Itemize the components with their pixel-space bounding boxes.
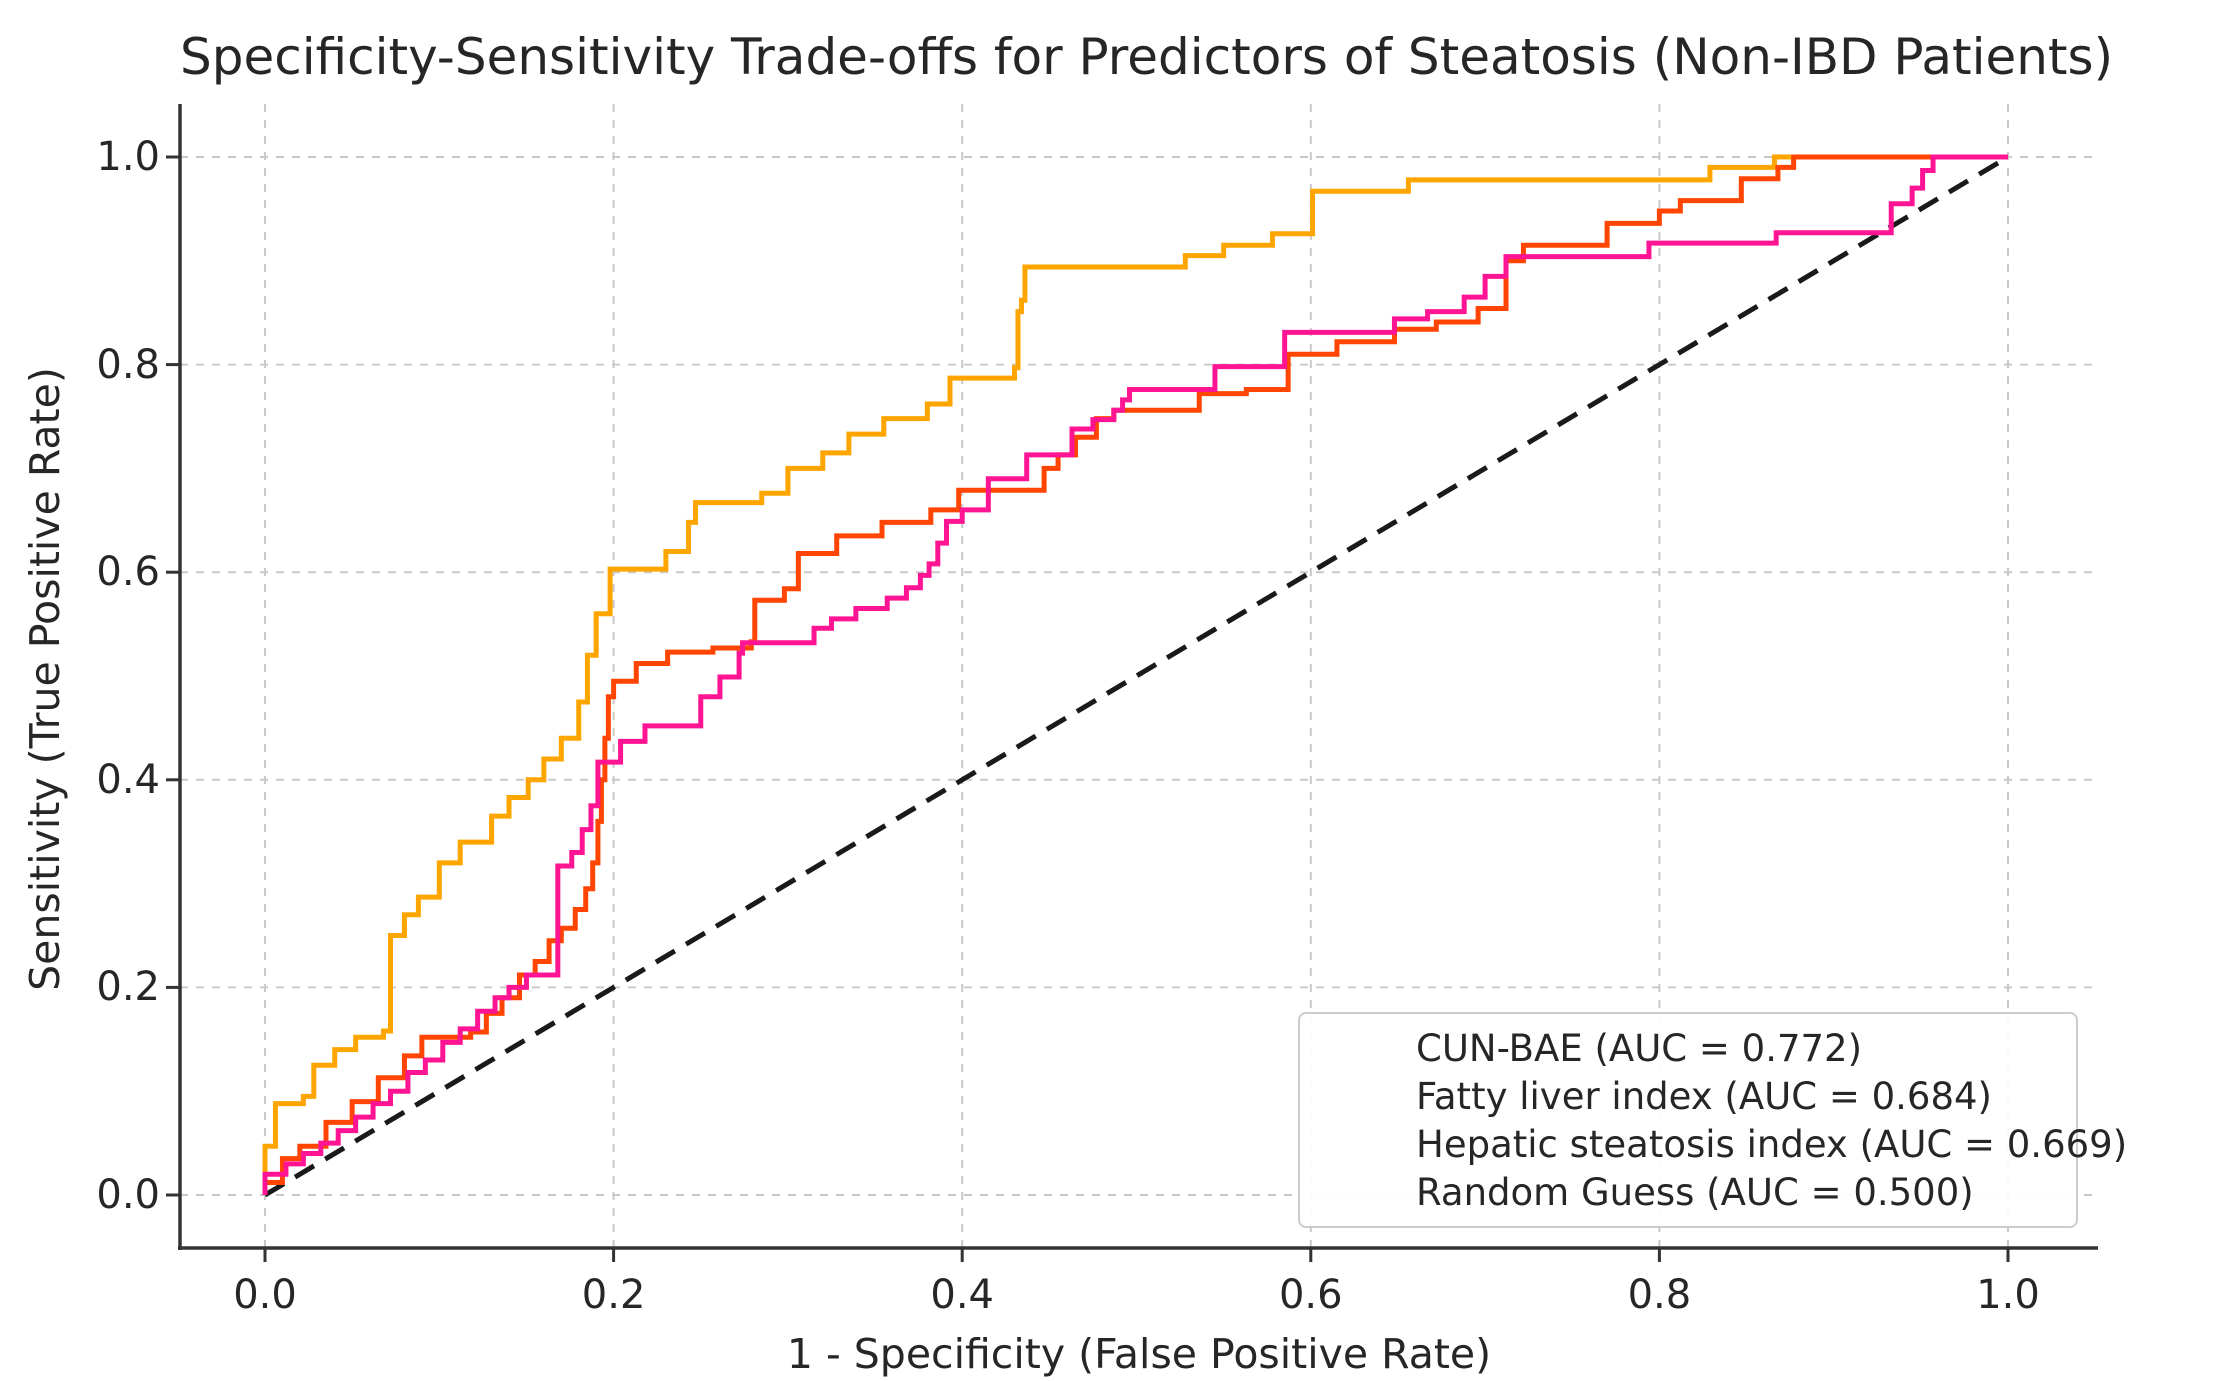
x-tick-label: 0.8 xyxy=(1627,1272,1692,1318)
chart-title: Specificity-Sensitivity Trade-offs for P… xyxy=(180,28,2114,86)
x-tick-label: 1.0 xyxy=(1976,1272,2040,1318)
y-tick-label: 0.4 xyxy=(96,756,160,803)
legend: CUN-BAE (AUC = 0.772) Fatty liver index … xyxy=(1298,1012,2127,1228)
legend-label: Fatty liver index (AUC = 0.684) xyxy=(1416,1074,1992,1118)
y-tick-label: 1.0 xyxy=(96,134,160,180)
x-tick-label: 0.2 xyxy=(581,1272,646,1318)
y-tick-label: 0.8 xyxy=(96,341,160,388)
legend-item-cun-bae: CUN-BAE (AUC = 0.772) xyxy=(1300,1027,2076,1070)
x-tick-label: 0.0 xyxy=(233,1272,297,1318)
y-tick-label: 0.2 xyxy=(96,964,160,1011)
x-axis-label: 1 - Specificity (False Positive Rate) xyxy=(786,1330,1492,1378)
roc-curve-3 xyxy=(262,154,2008,1195)
legend-label: Hepatic steatosis index (AUC = 0.669) xyxy=(1416,1122,2128,1166)
legend-item-hepatic-steatosis-index: Hepatic steatosis index (AUC = 0.669) xyxy=(1300,1123,2127,1166)
legend-label: Random Guess (AUC = 0.500) xyxy=(1416,1170,1974,1214)
roc-curve-1 xyxy=(262,154,2008,1195)
y-tick-label: 0.6 xyxy=(96,549,160,596)
legend-item-fatty-liver-index: Fatty liver index (AUC = 0.684) xyxy=(1300,1075,2076,1118)
y-axis-label: Sensitivity (True Positive Rate) xyxy=(21,367,69,991)
legend-label: CUN-BAE (AUC = 0.772) xyxy=(1416,1026,1863,1070)
y-tick-label: 0.0 xyxy=(96,1172,160,1218)
x-tick-label: 0.4 xyxy=(930,1272,994,1318)
roc-curve-4 xyxy=(263,154,2010,1198)
legend-item-random-guess: Random Guess (AUC = 0.500) xyxy=(1300,1171,2076,1214)
x-tick-label: 0.6 xyxy=(1278,1272,1343,1318)
